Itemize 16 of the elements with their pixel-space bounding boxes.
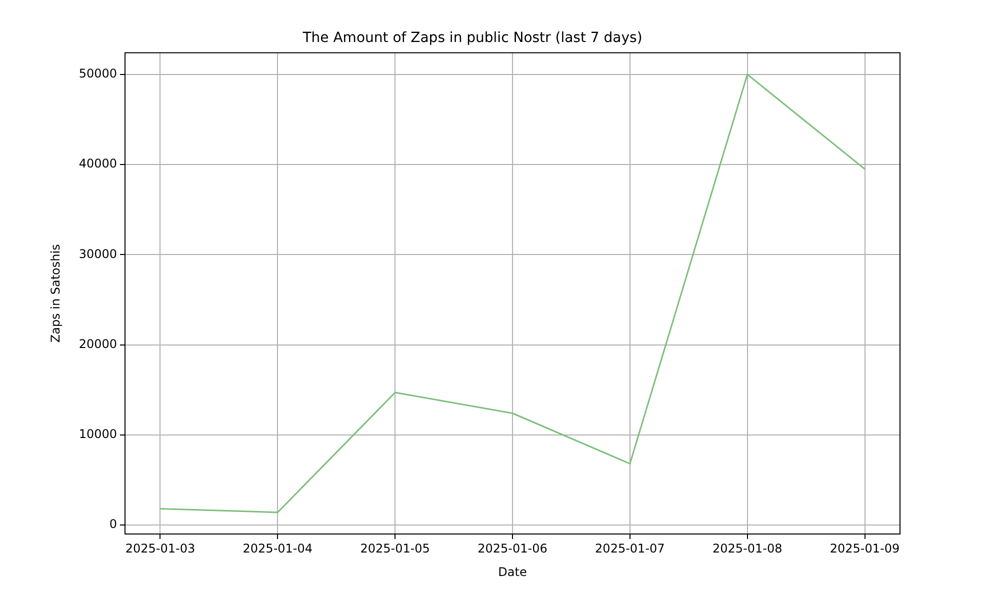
- y-tick-label: 0: [109, 517, 117, 532]
- y-tick-label: 20000: [78, 336, 117, 351]
- y-tick-label: 10000: [78, 427, 117, 441]
- x-tick-label: 2025-01-05: [360, 541, 430, 556]
- y-axis-title: Zaps in Satoshis: [48, 244, 62, 343]
- x-tick-label: 2025-01-08: [712, 541, 782, 556]
- y-tick-label: 50000: [78, 66, 117, 81]
- x-tick-label: 2025-01-09: [830, 541, 900, 556]
- x-axis-title: Date: [498, 564, 527, 579]
- x-tick-label: 2025-01-07: [595, 541, 665, 556]
- x-tick-label: 2025-01-06: [478, 541, 548, 556]
- x-tick-label: 2025-01-04: [242, 541, 313, 556]
- x-tick-label: 2025-01-03: [125, 541, 196, 556]
- y-tick-label: 40000: [78, 156, 117, 171]
- chart-title: The Amount of Zaps in public Nostr (last 7 days): [302, 30, 642, 46]
- y-tick-label: 30000: [78, 246, 117, 261]
